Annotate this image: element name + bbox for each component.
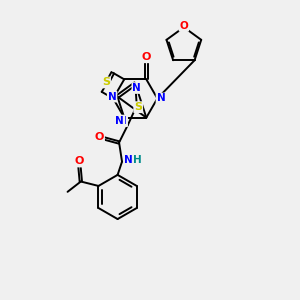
Text: N: N — [116, 116, 124, 125]
Text: N: N — [118, 116, 127, 126]
Text: N: N — [124, 155, 133, 165]
Text: O: O — [179, 21, 188, 31]
Text: S: S — [134, 102, 142, 112]
Text: O: O — [75, 157, 84, 166]
Text: H: H — [133, 155, 142, 165]
Text: N: N — [108, 92, 116, 102]
Text: N: N — [132, 83, 141, 93]
Text: O: O — [142, 52, 151, 62]
Text: O: O — [95, 132, 104, 142]
Text: S: S — [102, 77, 110, 88]
Text: N: N — [157, 94, 165, 103]
